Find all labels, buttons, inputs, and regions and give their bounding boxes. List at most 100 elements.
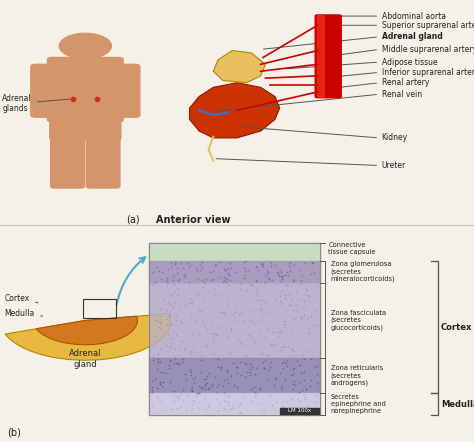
Point (274, 329, 282, 336)
Point (268, 401, 276, 408)
Point (273, 269, 281, 276)
Point (280, 403, 287, 410)
Point (285, 343, 292, 351)
Point (277, 328, 284, 335)
Point (313, 282, 321, 290)
Point (286, 267, 293, 274)
Point (302, 286, 310, 293)
Point (291, 277, 298, 284)
Point (171, 355, 178, 362)
Point (243, 351, 250, 358)
Point (225, 392, 233, 399)
Point (252, 277, 260, 284)
Point (308, 271, 315, 278)
Point (214, 407, 222, 414)
Point (186, 350, 194, 357)
Point (298, 313, 305, 320)
Point (246, 372, 254, 379)
Point (276, 297, 284, 305)
Point (269, 329, 276, 336)
Point (193, 389, 201, 396)
Point (195, 382, 202, 389)
Text: Zona fasciculata
(secretes
glucocorticoids): Zona fasciculata (secretes glucocorticoi… (331, 310, 386, 331)
Point (274, 272, 282, 279)
Point (186, 300, 194, 307)
Point (301, 259, 309, 267)
FancyBboxPatch shape (149, 393, 320, 415)
Point (303, 292, 311, 299)
Point (241, 271, 248, 278)
Point (277, 278, 285, 285)
Point (210, 286, 218, 293)
Point (164, 331, 172, 338)
Point (189, 341, 197, 348)
Point (202, 276, 210, 283)
Point (241, 373, 249, 380)
Point (172, 298, 179, 305)
Point (228, 324, 235, 332)
Point (155, 324, 163, 331)
Point (248, 334, 256, 341)
FancyBboxPatch shape (315, 15, 341, 98)
Point (175, 395, 182, 402)
Text: Ureter: Ureter (382, 161, 406, 170)
Point (183, 392, 191, 399)
Point (223, 369, 231, 376)
FancyBboxPatch shape (31, 65, 57, 117)
Point (264, 377, 271, 384)
Text: Renal vein: Renal vein (382, 90, 422, 99)
Point (198, 385, 206, 392)
Point (167, 343, 174, 350)
Point (236, 359, 243, 366)
Point (254, 400, 262, 407)
Point (173, 359, 181, 366)
Point (297, 314, 304, 321)
Text: Secretes
epinephrine and
norepinephrine: Secretes epinephrine and norepinephrine (331, 394, 386, 415)
Point (275, 272, 283, 279)
Point (216, 309, 224, 316)
Point (301, 355, 308, 362)
Point (286, 302, 294, 309)
Point (178, 338, 186, 345)
Point (154, 356, 162, 363)
Point (307, 355, 315, 362)
Point (277, 287, 285, 294)
Point (300, 297, 308, 305)
Point (181, 273, 189, 280)
Point (250, 319, 258, 326)
Point (289, 324, 297, 331)
Point (234, 403, 241, 410)
Point (256, 386, 264, 393)
Point (172, 332, 179, 339)
Point (236, 340, 244, 347)
Polygon shape (213, 50, 265, 83)
Point (172, 312, 180, 319)
Point (281, 294, 288, 301)
Point (205, 385, 212, 392)
Point (189, 401, 196, 408)
Point (188, 386, 196, 393)
Point (304, 403, 311, 410)
Point (246, 298, 254, 305)
Point (277, 273, 285, 280)
Text: Adrenal
glands: Adrenal glands (2, 94, 71, 113)
Point (313, 379, 321, 386)
Point (182, 346, 189, 353)
Point (189, 376, 196, 383)
Point (289, 352, 297, 359)
Bar (149, 243, 320, 415)
Point (301, 391, 308, 398)
Point (198, 356, 205, 363)
Point (205, 399, 212, 406)
Point (256, 351, 264, 358)
Point (261, 272, 269, 279)
Text: Medulla: Medulla (441, 400, 474, 409)
Point (221, 308, 229, 315)
Point (170, 398, 177, 405)
Point (198, 384, 205, 391)
Point (148, 401, 156, 408)
Point (200, 375, 207, 382)
Point (282, 283, 289, 290)
Point (309, 259, 317, 266)
Point (287, 371, 295, 378)
